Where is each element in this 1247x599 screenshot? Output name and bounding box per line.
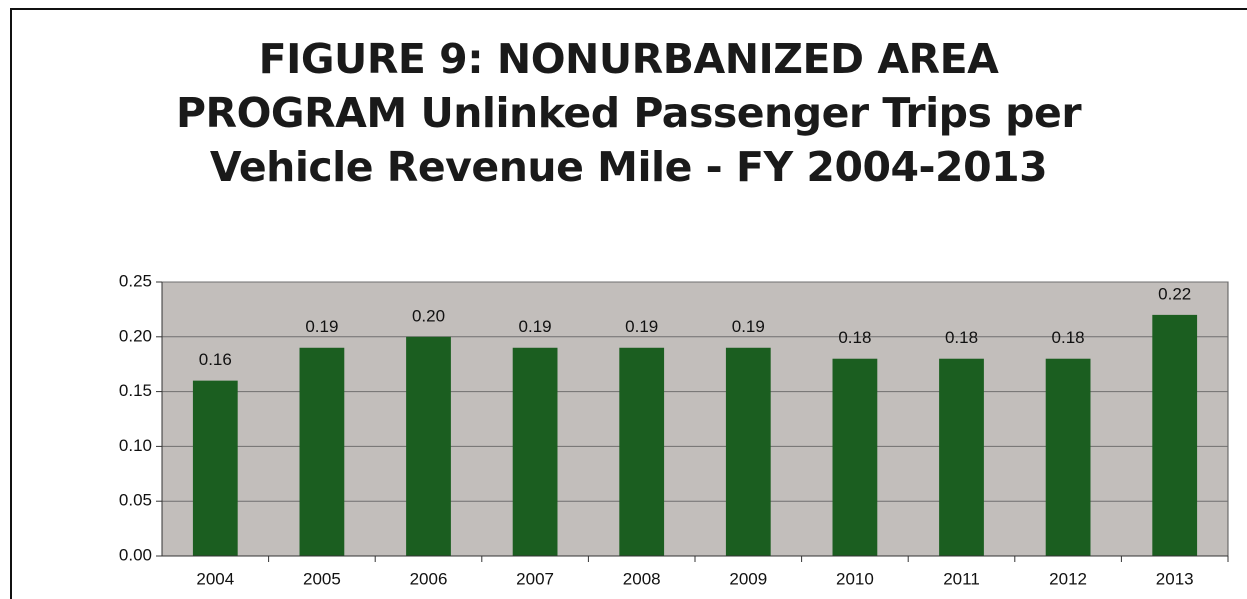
bar — [1152, 314, 1198, 556]
x-tick-label: 2011 — [943, 569, 980, 588]
x-tick-label: 2005 — [303, 569, 341, 588]
bar — [1045, 358, 1091, 556]
x-tick-label: 2013 — [1156, 569, 1194, 588]
x-tick-label: 2007 — [516, 569, 554, 588]
x-tick-label: 2006 — [410, 569, 448, 588]
chart-title: FIGURE 9: NONURBANIZED AREA PROGRAM Unli… — [175, 35, 1082, 191]
value-label: 0.18 — [838, 328, 871, 347]
value-label: 0.19 — [305, 317, 338, 336]
bar — [192, 380, 238, 556]
bar — [725, 347, 771, 556]
x-tick-label: 2009 — [729, 569, 767, 588]
value-label: 0.18 — [945, 328, 978, 347]
x-tick-label: 2008 — [623, 569, 661, 588]
x-tick-label: 2012 — [1049, 569, 1087, 588]
bar — [619, 347, 665, 556]
y-tick-label: 0.05 — [119, 491, 152, 510]
value-label: 0.16 — [199, 350, 232, 369]
bar — [832, 358, 878, 556]
value-label: 0.22 — [1158, 284, 1191, 303]
bar — [512, 347, 558, 556]
value-label: 0.20 — [412, 306, 445, 325]
frame — [10, 8, 1247, 599]
y-tick-label: 0.00 — [119, 545, 152, 564]
y-tick-label: 0.15 — [119, 381, 152, 400]
y-tick-label: 0.10 — [119, 436, 152, 455]
value-label: 0.19 — [625, 317, 658, 336]
x-tick-label: 2010 — [836, 569, 874, 588]
y-tick-label: 0.20 — [119, 326, 152, 345]
y-tick-label: 0.25 — [119, 271, 152, 290]
value-label: 0.19 — [519, 317, 552, 336]
x-tick-label: 2004 — [196, 569, 234, 588]
bar — [299, 347, 345, 556]
value-label: 0.18 — [1052, 328, 1085, 347]
bar — [939, 358, 984, 556]
bar — [406, 336, 451, 556]
value-label: 0.19 — [732, 317, 765, 336]
